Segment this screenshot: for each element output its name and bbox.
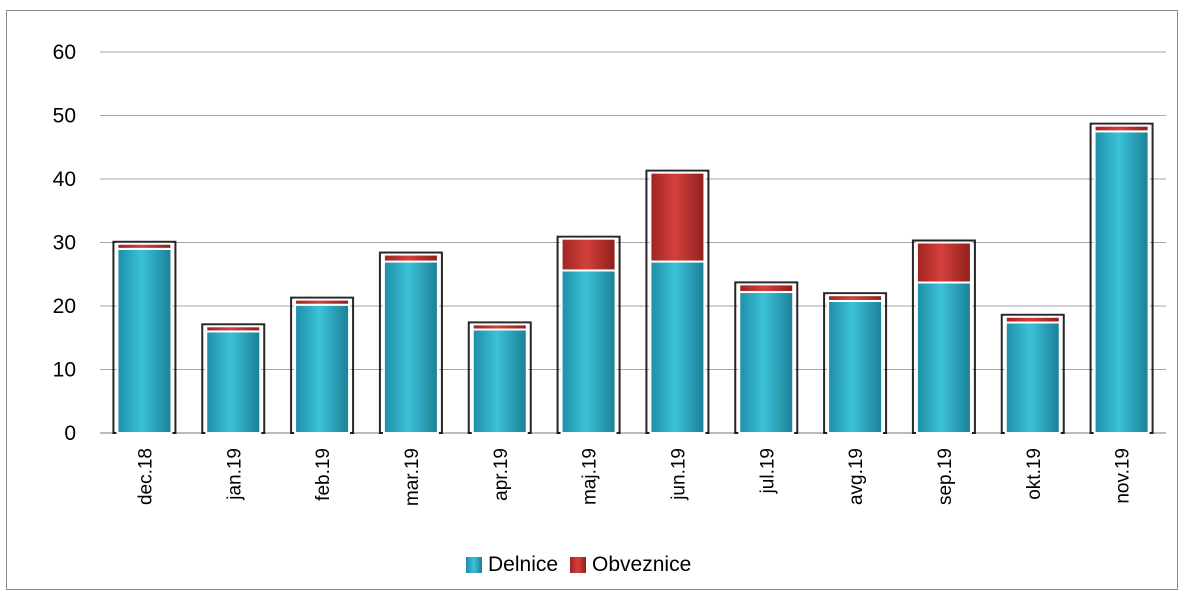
x-tick-label-apr.19: apr.19 (491, 448, 512, 501)
bar-delnice-dec.18 (116, 247, 173, 434)
bar-delnice-feb.19 (294, 303, 351, 435)
bar-delnice-jul.19 (738, 291, 795, 434)
y-tick-label-10: 10 (53, 359, 76, 382)
legend-label-obveznice: Obveznice (592, 553, 692, 576)
x-tick-label-feb.19: feb.19 (313, 448, 334, 501)
x-tick-label-sep.19: sep.19 (935, 448, 956, 505)
legend-item-delnice: Delnice (466, 553, 558, 577)
x-tick-label-avg.19: avg.19 (846, 448, 867, 505)
x-tick-label-jan.19: jan.19 (224, 448, 245, 501)
legend-label-delnice: Delnice (488, 553, 559, 576)
legend-item-obveznice: Obveznice (570, 553, 691, 577)
bar-delnice-jun.19 (649, 260, 706, 434)
y-tick-label-30: 30 (53, 232, 76, 255)
bar-obveznice-avg.19 (827, 294, 884, 302)
bar-delnice-nov.19 (1093, 130, 1150, 434)
legend: Delnice Obveznice (466, 553, 691, 577)
bar-obveznice-maj.19 (560, 237, 617, 272)
bar-obveznice-jun.19 (649, 171, 706, 263)
bar-delnice-okt.19 (1004, 321, 1061, 435)
bar-delnice-avg.19 (827, 299, 884, 435)
x-tick-label-okt.19: okt.19 (1024, 448, 1045, 500)
bar-delnice-sep.19 (915, 281, 972, 434)
x-tick-label-nov.19: nov.19 (1113, 448, 1134, 504)
y-tick-label-60: 60 (53, 41, 76, 64)
bar-obveznice-okt.19 (1004, 315, 1061, 324)
x-tick-label-maj.19: maj.19 (580, 448, 601, 505)
bar-obveznice-mar.19 (382, 253, 439, 263)
x-tick-label-mar.19: mar.19 (402, 448, 423, 506)
bar-obveznice-feb.19 (294, 298, 351, 306)
legend-swatch-delnice (466, 557, 482, 573)
bar-obveznice-apr.19 (471, 323, 528, 331)
bar-delnice-jan.19 (205, 330, 262, 434)
y-tick-label-50: 50 (53, 105, 76, 128)
bar-delnice-apr.19 (471, 328, 528, 434)
x-tick-label-jul.19: jul.19 (757, 448, 778, 494)
bar-delnice-mar.19 (382, 260, 439, 434)
bar-obveznice-dec.18 (116, 242, 173, 250)
y-tick-label-40: 40 (53, 168, 76, 191)
x-tick-label-jun.19: jun.19 (668, 448, 689, 501)
bar-delnice-maj.19 (560, 269, 617, 434)
y-tick-label-0: 0 (64, 422, 76, 445)
bar-obveznice-jul.19 (738, 283, 795, 294)
bar-obveznice-nov.19 (1093, 124, 1150, 133)
y-tick-label-20: 20 (53, 295, 76, 318)
x-tick-label-dec.18: dec.18 (135, 448, 156, 505)
bar-obveznice-jan.19 (205, 325, 262, 333)
legend-swatch-obveznice (570, 557, 587, 573)
bar-obveznice-sep.19 (915, 241, 972, 284)
